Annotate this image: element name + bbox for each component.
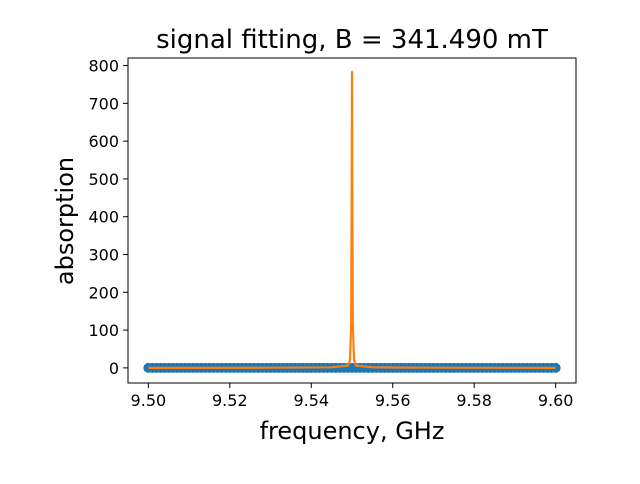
y-tick-label: 400 [88, 208, 119, 227]
y-axis-ticks: 0 100 200 300 400 500 600 700 800 [88, 57, 128, 378]
x-tick-label: 9.56 [375, 391, 411, 410]
y-tick-label: 700 [88, 94, 119, 113]
x-axis-ticks: 9.50 9.52 9.54 9.56 9.58 9.60 [131, 383, 574, 410]
x-tick-label: 9.60 [538, 391, 574, 410]
series-group [143, 70, 561, 373]
y-tick-label: 600 [88, 132, 119, 151]
x-tick-label: 9.52 [212, 391, 248, 410]
x-tick-label: 9.54 [293, 391, 329, 410]
x-tick-label: 9.50 [131, 391, 167, 410]
y-tick-label: 200 [88, 283, 119, 302]
axes-frame [127, 57, 577, 384]
plot-area [143, 70, 561, 373]
y-tick-label: 800 [88, 57, 119, 76]
fit-line [148, 70, 556, 369]
y-tick-label: 0 [109, 359, 119, 378]
x-axis-label: frequency, GHz [260, 417, 445, 445]
chart-title: signal fitting, B = 341.490 mT [156, 25, 548, 55]
y-axis-label: absorption [51, 157, 79, 285]
y-tick-label: 300 [88, 246, 119, 265]
y-tick-label: 100 [88, 321, 119, 340]
x-tick-label: 9.58 [456, 391, 492, 410]
y-tick-label: 500 [88, 170, 119, 189]
